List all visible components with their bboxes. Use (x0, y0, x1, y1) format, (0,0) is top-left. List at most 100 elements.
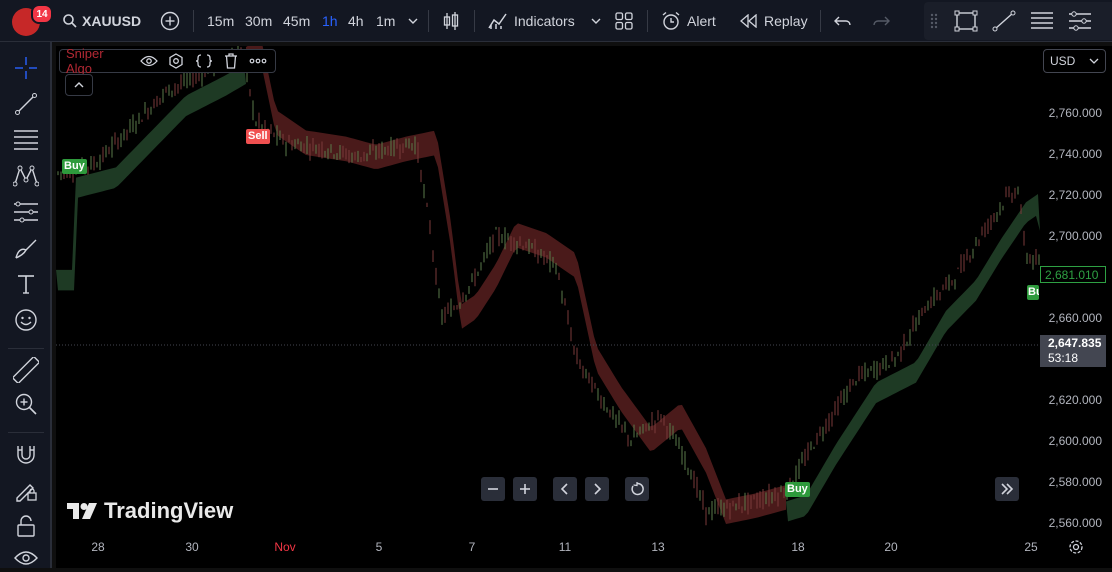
ruler-icon[interactable] (12, 356, 40, 384)
drag-handle-icon[interactable] (930, 13, 938, 34)
time-tick: 7 (468, 540, 476, 554)
brush-tool-icon[interactable] (12, 234, 40, 262)
rewind-icon (740, 14, 757, 28)
indicators-button[interactable]: Indicators (488, 0, 575, 42)
magnet-icon[interactable] (12, 440, 40, 468)
price-tick: 2,720.000 (1048, 188, 1102, 202)
time-axis-settings-icon[interactable] (1068, 539, 1084, 560)
zoom-in-icon[interactable] (12, 390, 40, 418)
interval-45m[interactable]: 45m (283, 13, 311, 29)
interval-15m[interactable]: 15m (207, 13, 235, 29)
toolbar-divider (474, 10, 475, 32)
interval-dropdown[interactable] (407, 0, 419, 42)
eye-icon[interactable] (12, 544, 40, 572)
trend-line-icon[interactable] (12, 90, 40, 118)
current-price-tag: 2,647.835 53:18 (1040, 335, 1106, 367)
trash-icon[interactable] (220, 51, 241, 71)
price-tick: 2,620.000 (1048, 393, 1102, 407)
price-chart[interactable] (56, 46, 1040, 532)
crosshair-tool-icon[interactable] (12, 54, 40, 82)
text-tool-icon[interactable] (12, 270, 40, 298)
compare-button[interactable] (160, 0, 180, 42)
toolbar-divider (647, 10, 648, 32)
lock-drawing-icon[interactable] (12, 476, 40, 504)
zoom-out-button[interactable] (481, 477, 505, 501)
buy-signal-label: Buy (1027, 285, 1039, 300)
candles-icon (443, 12, 459, 30)
tradingview-logo: TradingView (66, 498, 233, 524)
scroll-left-button[interactable] (553, 477, 577, 501)
indicators-dropdown[interactable] (590, 0, 602, 42)
bar-countdown: 53:18 (1048, 351, 1079, 365)
layouts-button[interactable] (615, 0, 633, 42)
top-toolbar: 14 XAUUSD 15m 30m 45m 1h 4h 1m Indicator… (0, 0, 1112, 42)
chevron-up-icon (74, 82, 84, 88)
buy-signal-label: Buy (785, 482, 810, 497)
bullish-ribbon (56, 64, 246, 291)
interval-1m[interactable]: 1m (376, 13, 396, 29)
pattern-tool-icon[interactable] (12, 162, 40, 190)
drawing-toolbar (924, 2, 1112, 40)
price-tick: 2,760.000 (1048, 106, 1102, 120)
emoji-tool-icon[interactable] (12, 306, 40, 334)
eye-icon[interactable] (138, 51, 159, 71)
collapse-legend-button[interactable] (65, 74, 93, 96)
price-tick: 2,600.000 (1048, 434, 1102, 448)
sell-signal-label: Sell (246, 129, 270, 144)
symbol-search[interactable]: XAUUSD (62, 0, 141, 42)
chart-type-button[interactable] (442, 0, 460, 42)
price-tick: 2,660.000 (1048, 311, 1102, 325)
interval-4h[interactable]: 4h (348, 13, 364, 29)
chart-canvas[interactable] (56, 46, 1040, 532)
interval-1h[interactable]: 1h (322, 13, 338, 29)
time-tick: 13 (651, 540, 665, 554)
alarm-clock-icon (662, 11, 680, 30)
rectangle-tool-icon[interactable] (954, 10, 978, 37)
indicators-label: Indicators (514, 13, 575, 29)
notification-badge: 14 (31, 4, 53, 24)
time-tick: 28 (91, 540, 105, 554)
time-tick: 5 (375, 540, 383, 554)
fib-retracement-icon[interactable] (12, 126, 40, 154)
bearish-ribbon (246, 46, 786, 525)
time-axis[interactable]: 28 30 Nov 5 7 11 13 18 20 25 (56, 532, 1112, 568)
price-tick: 2,700.000 (1048, 229, 1102, 243)
chevron-down-icon (408, 18, 418, 24)
redo-button[interactable] (872, 0, 890, 42)
more-options-icon[interactable] (248, 51, 269, 71)
settings-sliders-icon[interactable] (1068, 10, 1092, 37)
price-tick: 2,740.000 (1048, 147, 1102, 161)
current-price-value: 2,647.835 (1048, 336, 1102, 350)
settings-gear-icon[interactable] (166, 51, 187, 71)
price-tick: 2,560.000 (1048, 516, 1102, 530)
scroll-to-realtime-button[interactable] (995, 477, 1019, 501)
time-tick: 11 (558, 540, 572, 554)
time-tick: 25 (1024, 540, 1038, 554)
currency-selector[interactable]: USD (1043, 49, 1106, 73)
chevron-down-icon (1089, 58, 1099, 64)
object-tree-icon[interactable] (1030, 10, 1054, 37)
source-code-icon[interactable] (193, 51, 214, 71)
plus-icon (520, 484, 530, 494)
reset-chart-button[interactable] (625, 477, 649, 501)
undo-button[interactable] (834, 0, 852, 42)
scroll-right-button[interactable] (585, 477, 609, 501)
currency-label: USD (1050, 54, 1076, 68)
lock-icon[interactable] (12, 512, 40, 540)
time-tick: 20 (884, 540, 898, 554)
toolbar-divider (428, 10, 429, 32)
last-price-label: 2,681.010 (1040, 266, 1106, 283)
replay-button[interactable]: Replay (740, 0, 808, 42)
grid-icon (615, 12, 633, 30)
indicator-name: Sniper Algo (66, 46, 104, 76)
price-tick: 2,580.000 (1048, 475, 1102, 489)
chevron-down-icon (591, 18, 601, 24)
alert-button[interactable]: Alert (661, 0, 716, 42)
trend-line-tool-icon[interactable] (992, 10, 1016, 37)
interval-30m[interactable]: 30m (245, 13, 273, 29)
forecast-tool-icon[interactable] (12, 198, 40, 226)
zoom-in-button[interactable] (513, 477, 537, 501)
bullish-ribbon (786, 194, 1040, 522)
price-axis[interactable]: 2,760.000 2,740.000 2,720.000 2,700.000 … (1040, 46, 1112, 532)
replay-label: Replay (764, 13, 808, 29)
